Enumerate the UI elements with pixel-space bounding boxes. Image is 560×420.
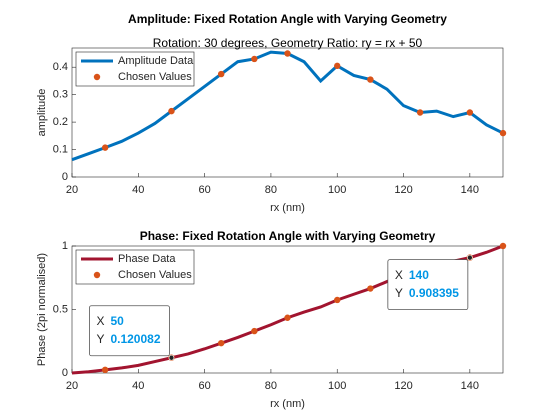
x-axis-label: rx (nm) xyxy=(270,202,305,214)
x-tick-label: 100 xyxy=(328,184,346,196)
data-point xyxy=(367,285,374,292)
datatip-box xyxy=(387,259,469,311)
legend-box xyxy=(75,249,195,285)
data-point xyxy=(101,144,109,151)
legend-label: Chosen Values xyxy=(118,71,192,83)
x-tick-label: 60 xyxy=(198,184,210,196)
data-point xyxy=(101,366,109,374)
data-point xyxy=(499,242,507,250)
data-point xyxy=(217,339,225,347)
data-point xyxy=(168,107,175,115)
y-axis-label: amplitude xyxy=(36,89,48,137)
data-point xyxy=(251,327,258,335)
datatip-value: 0.908395 xyxy=(409,286,459,300)
x-tick-label: 80 xyxy=(265,184,277,196)
datatip-value: 50 xyxy=(110,314,124,328)
data-point xyxy=(284,50,291,57)
data-point xyxy=(466,109,474,116)
legend-label: Chosen Values xyxy=(118,269,192,281)
data-point xyxy=(334,296,341,304)
legend-swatch xyxy=(93,271,101,279)
datatip-value: 140 xyxy=(409,268,429,282)
data-point xyxy=(367,76,374,83)
y-tick-label: 0.5 xyxy=(53,303,68,315)
chart-title: Phase: Fixed Rotation Angle with Varying… xyxy=(140,229,436,243)
data-point xyxy=(284,314,291,321)
datatip-label: Y xyxy=(395,286,403,300)
x-tick-label: 40 xyxy=(132,380,144,392)
y-axis-label: Phase (2pi normalised) xyxy=(36,253,48,366)
datatip-label: X xyxy=(395,268,403,282)
x-tick-label: 120 xyxy=(394,380,412,392)
legend-box xyxy=(75,51,195,87)
x-tick-label: 20 xyxy=(66,184,78,196)
y-tick-label: 0 xyxy=(62,171,68,183)
x-tick-label: 60 xyxy=(198,380,210,392)
y-tick-label: 1 xyxy=(62,240,68,252)
x-tick-label: 120 xyxy=(394,184,412,196)
x-tick-label: 140 xyxy=(461,184,479,196)
data-point xyxy=(334,62,341,70)
datatip-marker xyxy=(168,354,175,361)
x-tick-label: 40 xyxy=(132,184,144,196)
y-tick-label: 0.2 xyxy=(53,116,68,128)
data-point xyxy=(217,70,225,78)
x-tick-label: 100 xyxy=(328,380,346,392)
datatip-marker xyxy=(467,254,473,261)
x-tick-label: 20 xyxy=(66,380,78,392)
y-tick-label: 0 xyxy=(62,367,68,379)
datatip-value: 0.120082 xyxy=(110,332,160,346)
y-tick-label: 0.4 xyxy=(53,61,68,73)
datatip-box xyxy=(89,305,170,357)
chart-subtitle: Rotation: 30 degrees, Geometry Ratio: ry… xyxy=(153,36,423,50)
data-point xyxy=(251,55,258,63)
x-tick-label: 140 xyxy=(461,380,479,392)
x-tick-label: 80 xyxy=(265,380,277,392)
x-axis-label: rx (nm) xyxy=(270,398,305,410)
data-point xyxy=(499,129,507,137)
y-tick-label: 0.1 xyxy=(53,143,68,155)
y-tick-label: 0.3 xyxy=(53,89,68,101)
data-point xyxy=(416,109,424,116)
datatip-label: X xyxy=(96,314,104,328)
legend-swatch xyxy=(93,73,101,81)
legend-label: Amplitude Data xyxy=(118,55,194,67)
chart-title: Amplitude: Fixed Rotation Angle with Var… xyxy=(128,12,447,26)
legend-label: Phase Data xyxy=(118,253,176,265)
datatip-label: Y xyxy=(96,332,104,346)
